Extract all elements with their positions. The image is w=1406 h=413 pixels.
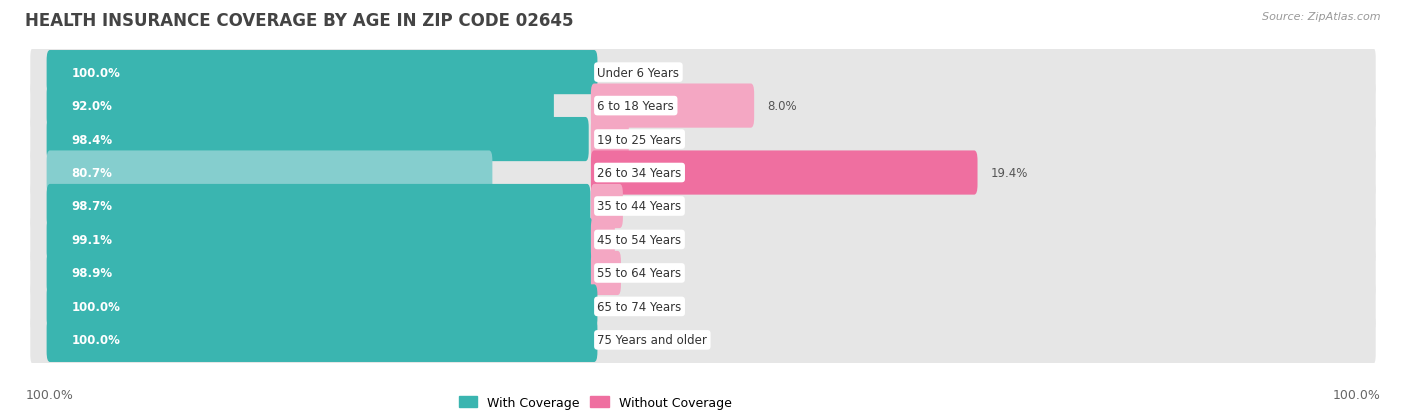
Text: 98.7%: 98.7% [72, 200, 112, 213]
Text: 80.7%: 80.7% [72, 166, 112, 180]
FancyBboxPatch shape [46, 118, 589, 162]
Text: 0.0%: 0.0% [610, 66, 640, 79]
FancyBboxPatch shape [31, 82, 1375, 131]
Text: 98.4%: 98.4% [72, 133, 112, 146]
FancyBboxPatch shape [31, 316, 1375, 365]
FancyBboxPatch shape [591, 84, 754, 128]
FancyBboxPatch shape [591, 218, 614, 262]
Text: 65 to 74 Years: 65 to 74 Years [598, 300, 682, 313]
Text: 6 to 18 Years: 6 to 18 Years [598, 100, 673, 113]
FancyBboxPatch shape [31, 182, 1375, 231]
FancyBboxPatch shape [46, 218, 592, 262]
FancyBboxPatch shape [591, 185, 623, 228]
FancyBboxPatch shape [46, 251, 592, 295]
Legend: With Coverage, Without Coverage: With Coverage, Without Coverage [454, 391, 737, 413]
Text: 19.4%: 19.4% [991, 166, 1028, 180]
FancyBboxPatch shape [31, 215, 1375, 265]
Text: 45 to 54 Years: 45 to 54 Years [598, 233, 682, 247]
FancyBboxPatch shape [31, 115, 1375, 164]
FancyBboxPatch shape [591, 118, 628, 162]
Text: 100.0%: 100.0% [25, 388, 73, 401]
FancyBboxPatch shape [46, 51, 598, 95]
Text: 1.2%: 1.2% [634, 267, 664, 280]
FancyBboxPatch shape [31, 249, 1375, 298]
Text: 35 to 44 Years: 35 to 44 Years [598, 200, 682, 213]
FancyBboxPatch shape [591, 251, 621, 295]
Text: 75 Years and older: 75 Years and older [598, 334, 707, 347]
FancyBboxPatch shape [46, 285, 598, 329]
FancyBboxPatch shape [46, 151, 492, 195]
Text: 99.1%: 99.1% [72, 233, 112, 247]
Text: HEALTH INSURANCE COVERAGE BY AGE IN ZIP CODE 02645: HEALTH INSURANCE COVERAGE BY AGE IN ZIP … [25, 12, 574, 30]
Text: 100.0%: 100.0% [72, 334, 121, 347]
Text: 1.3%: 1.3% [636, 200, 665, 213]
Text: 92.0%: 92.0% [72, 100, 112, 113]
Text: 1.6%: 1.6% [641, 133, 672, 146]
Text: 100.0%: 100.0% [1333, 388, 1381, 401]
FancyBboxPatch shape [46, 318, 598, 362]
FancyBboxPatch shape [46, 84, 554, 128]
Text: 100.0%: 100.0% [72, 300, 121, 313]
FancyBboxPatch shape [31, 148, 1375, 198]
Text: 98.9%: 98.9% [72, 267, 112, 280]
Text: 8.0%: 8.0% [768, 100, 797, 113]
Text: 0.0%: 0.0% [610, 300, 640, 313]
Text: 100.0%: 100.0% [72, 66, 121, 79]
Text: 26 to 34 Years: 26 to 34 Years [598, 166, 682, 180]
FancyBboxPatch shape [591, 151, 977, 195]
FancyBboxPatch shape [31, 48, 1375, 97]
Text: Under 6 Years: Under 6 Years [598, 66, 679, 79]
FancyBboxPatch shape [46, 185, 591, 228]
FancyBboxPatch shape [31, 282, 1375, 331]
Text: Source: ZipAtlas.com: Source: ZipAtlas.com [1263, 12, 1381, 22]
Text: 55 to 64 Years: 55 to 64 Years [598, 267, 682, 280]
Text: 0.89%: 0.89% [628, 233, 665, 247]
Text: 19 to 25 Years: 19 to 25 Years [598, 133, 682, 146]
Text: 0.0%: 0.0% [610, 334, 640, 347]
